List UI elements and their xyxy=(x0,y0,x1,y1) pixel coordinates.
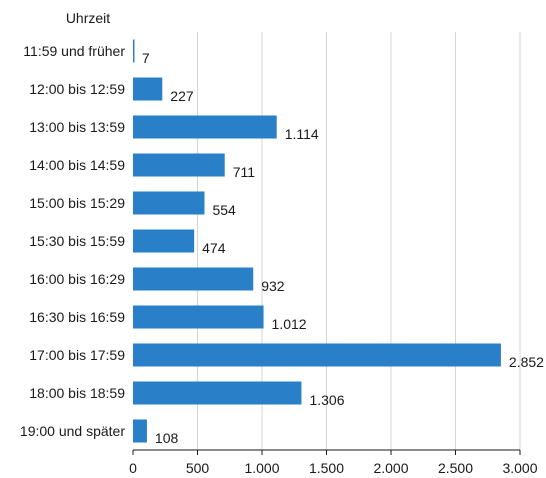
value-label: 474 xyxy=(202,240,226,256)
x-tick-label: 1.000 xyxy=(244,460,279,476)
bar xyxy=(133,305,264,329)
bar xyxy=(133,267,254,291)
bar xyxy=(133,381,302,405)
bar xyxy=(133,77,163,101)
bars xyxy=(133,39,501,443)
category-label: 12:00 bis 12:59 xyxy=(29,81,125,97)
bar xyxy=(133,343,501,367)
category-label: 18:00 bis 18:59 xyxy=(29,385,125,401)
value-labels: 7 227 1.114 711 554 474 932 1.012 2.852 1.306 108 xyxy=(142,50,544,446)
bar xyxy=(133,191,205,215)
x-tick-label: 500 xyxy=(186,460,210,476)
category-label: 14:00 bis 14:59 xyxy=(29,157,125,173)
category-label: 19:00 und später xyxy=(20,423,125,439)
value-label: 7 xyxy=(142,50,150,66)
x-tick-label: 2.500 xyxy=(438,460,473,476)
value-label: 2.852 xyxy=(509,354,544,370)
category-label: 15:00 bis 15:29 xyxy=(29,195,125,211)
x-tick-label: 1.500 xyxy=(309,460,344,476)
value-label: 1.012 xyxy=(272,316,307,332)
category-label: 15:30 bis 15:59 xyxy=(29,233,125,249)
x-axis-ticks: 0 500 1.000 1.500 2.000 2.500 3.000 xyxy=(129,450,538,476)
x-tick-label: 3.000 xyxy=(502,460,537,476)
bar xyxy=(133,229,195,253)
value-label: 1.114 xyxy=(285,126,319,142)
value-label: 932 xyxy=(261,278,285,294)
value-label: 554 xyxy=(212,202,236,218)
bar xyxy=(133,153,225,177)
value-label: 227 xyxy=(170,88,194,104)
category-label: 13:00 bis 13:59 xyxy=(29,119,125,135)
x-tick-label: 2.000 xyxy=(373,460,408,476)
grid-lines xyxy=(197,32,521,450)
value-label: 1.306 xyxy=(309,392,344,408)
category-label: 17:00 bis 17:59 xyxy=(29,347,125,363)
bar xyxy=(133,115,277,139)
category-label: 11:59 und früher xyxy=(23,43,125,59)
value-label: 108 xyxy=(155,430,179,446)
x-tick-label: 0 xyxy=(129,460,137,476)
bar xyxy=(133,39,135,63)
category-labels: 11:59 und früher 12:00 bis 12:59 13:00 bis… xyxy=(20,43,125,439)
category-label: 16:30 bis 16:59 xyxy=(29,309,125,325)
y-axis-title: Uhrzeit xyxy=(66,10,110,26)
bar xyxy=(133,419,147,443)
category-label: 16:00 bis 16:29 xyxy=(29,271,125,287)
value-label: 711 xyxy=(233,164,256,180)
